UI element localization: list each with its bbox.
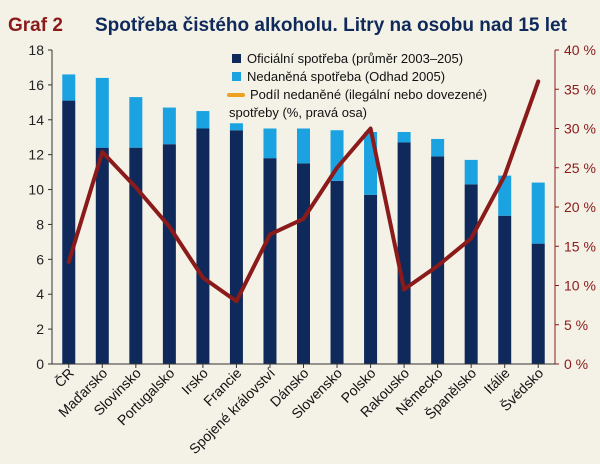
- bar-untaxed: [95, 77, 109, 148]
- share-point: [503, 174, 507, 178]
- left-tick-label: 0: [36, 356, 44, 372]
- bar-untaxed: [464, 159, 478, 185]
- bar-official: [431, 156, 445, 364]
- left-tick-label: 8: [36, 216, 44, 232]
- legend-label-untaxed: Nedaněná spotřeba (Odhad 2005): [247, 69, 445, 84]
- bar-official: [95, 147, 109, 364]
- bar-untaxed: [62, 74, 76, 101]
- right-tick-label: 25 %: [564, 160, 596, 176]
- right-tick-label: 10 %: [564, 278, 596, 294]
- share-point: [536, 79, 540, 83]
- bar-official: [229, 130, 243, 364]
- left-tick-label: 10: [28, 182, 44, 198]
- share-point: [436, 264, 440, 268]
- share-point: [100, 150, 104, 154]
- bar-official: [364, 194, 378, 364]
- right-tick-label: 0 %: [564, 356, 588, 372]
- left-tick-label: 4: [36, 286, 44, 302]
- bar-official: [397, 142, 411, 364]
- legend-label-share-cont: spotřeby (%, pravá osa): [229, 105, 367, 120]
- bar-untaxed: [330, 130, 344, 181]
- category-label: ČR: [51, 365, 77, 391]
- bar-official: [498, 215, 512, 364]
- bar-untaxed: [297, 128, 310, 164]
- share-point: [469, 236, 473, 240]
- left-tick-label: 6: [36, 251, 44, 267]
- bar-official: [62, 100, 76, 364]
- right-tick-label: 30 %: [564, 121, 596, 137]
- share-point: [369, 127, 373, 130]
- left-tick-label: 14: [28, 112, 44, 128]
- bar-untaxed: [129, 97, 143, 148]
- bar-untaxed: [162, 107, 176, 145]
- share-point: [201, 276, 205, 280]
- right-tick-label: 35 %: [564, 81, 596, 97]
- bar-official: [464, 184, 478, 364]
- bar-official: [330, 180, 344, 364]
- bar-official: [196, 128, 210, 364]
- share-point: [302, 217, 305, 221]
- bar-official: [531, 243, 545, 364]
- plot-area: 0 2 4 6 8 10 12 14 16 18 0 % 5 % 10 % 15 % 20 % 25 % 30 …: [28, 42, 596, 457]
- share-point: [234, 299, 238, 303]
- bar-official: [129, 147, 143, 364]
- share-point: [402, 287, 406, 291]
- bar-untaxed: [196, 111, 210, 129]
- bar-untaxed: [397, 131, 411, 143]
- bar-official: [162, 144, 176, 364]
- share-point: [167, 225, 171, 229]
- share-point: [67, 260, 71, 264]
- left-tick-label: 2: [36, 321, 44, 337]
- legend-swatch-official: [232, 54, 241, 63]
- bar-untaxed: [263, 128, 277, 159]
- bar-untaxed: [431, 138, 445, 157]
- right-tick-label: 40 %: [564, 42, 596, 58]
- left-tick-label: 16: [28, 77, 44, 93]
- right-tick-label: 15 %: [564, 238, 596, 254]
- left-tick-label: 12: [28, 147, 44, 163]
- share-point: [268, 232, 272, 236]
- share-point: [134, 185, 138, 189]
- right-tick-label: 5 %: [564, 317, 588, 333]
- share-point: [335, 166, 339, 170]
- left-tick-label: 18: [28, 42, 44, 58]
- legend-label-official: Oficiální spotřeba (průměr 2003–205): [247, 51, 463, 66]
- legend-label-share: Podíl nedaněné (ilegální nebo dovezené): [250, 87, 487, 102]
- bar-untaxed: [531, 182, 545, 244]
- right-tick-label: 20 %: [564, 199, 596, 215]
- bar-official: [297, 163, 310, 364]
- chart-title: Spotřeba čistého alkoholu. Litry na osob…: [95, 15, 568, 36]
- bar-official: [263, 158, 277, 364]
- legend-swatch-untaxed: [232, 72, 241, 81]
- bar-untaxed: [229, 123, 243, 131]
- figure-label: Graf 2: [8, 15, 63, 36]
